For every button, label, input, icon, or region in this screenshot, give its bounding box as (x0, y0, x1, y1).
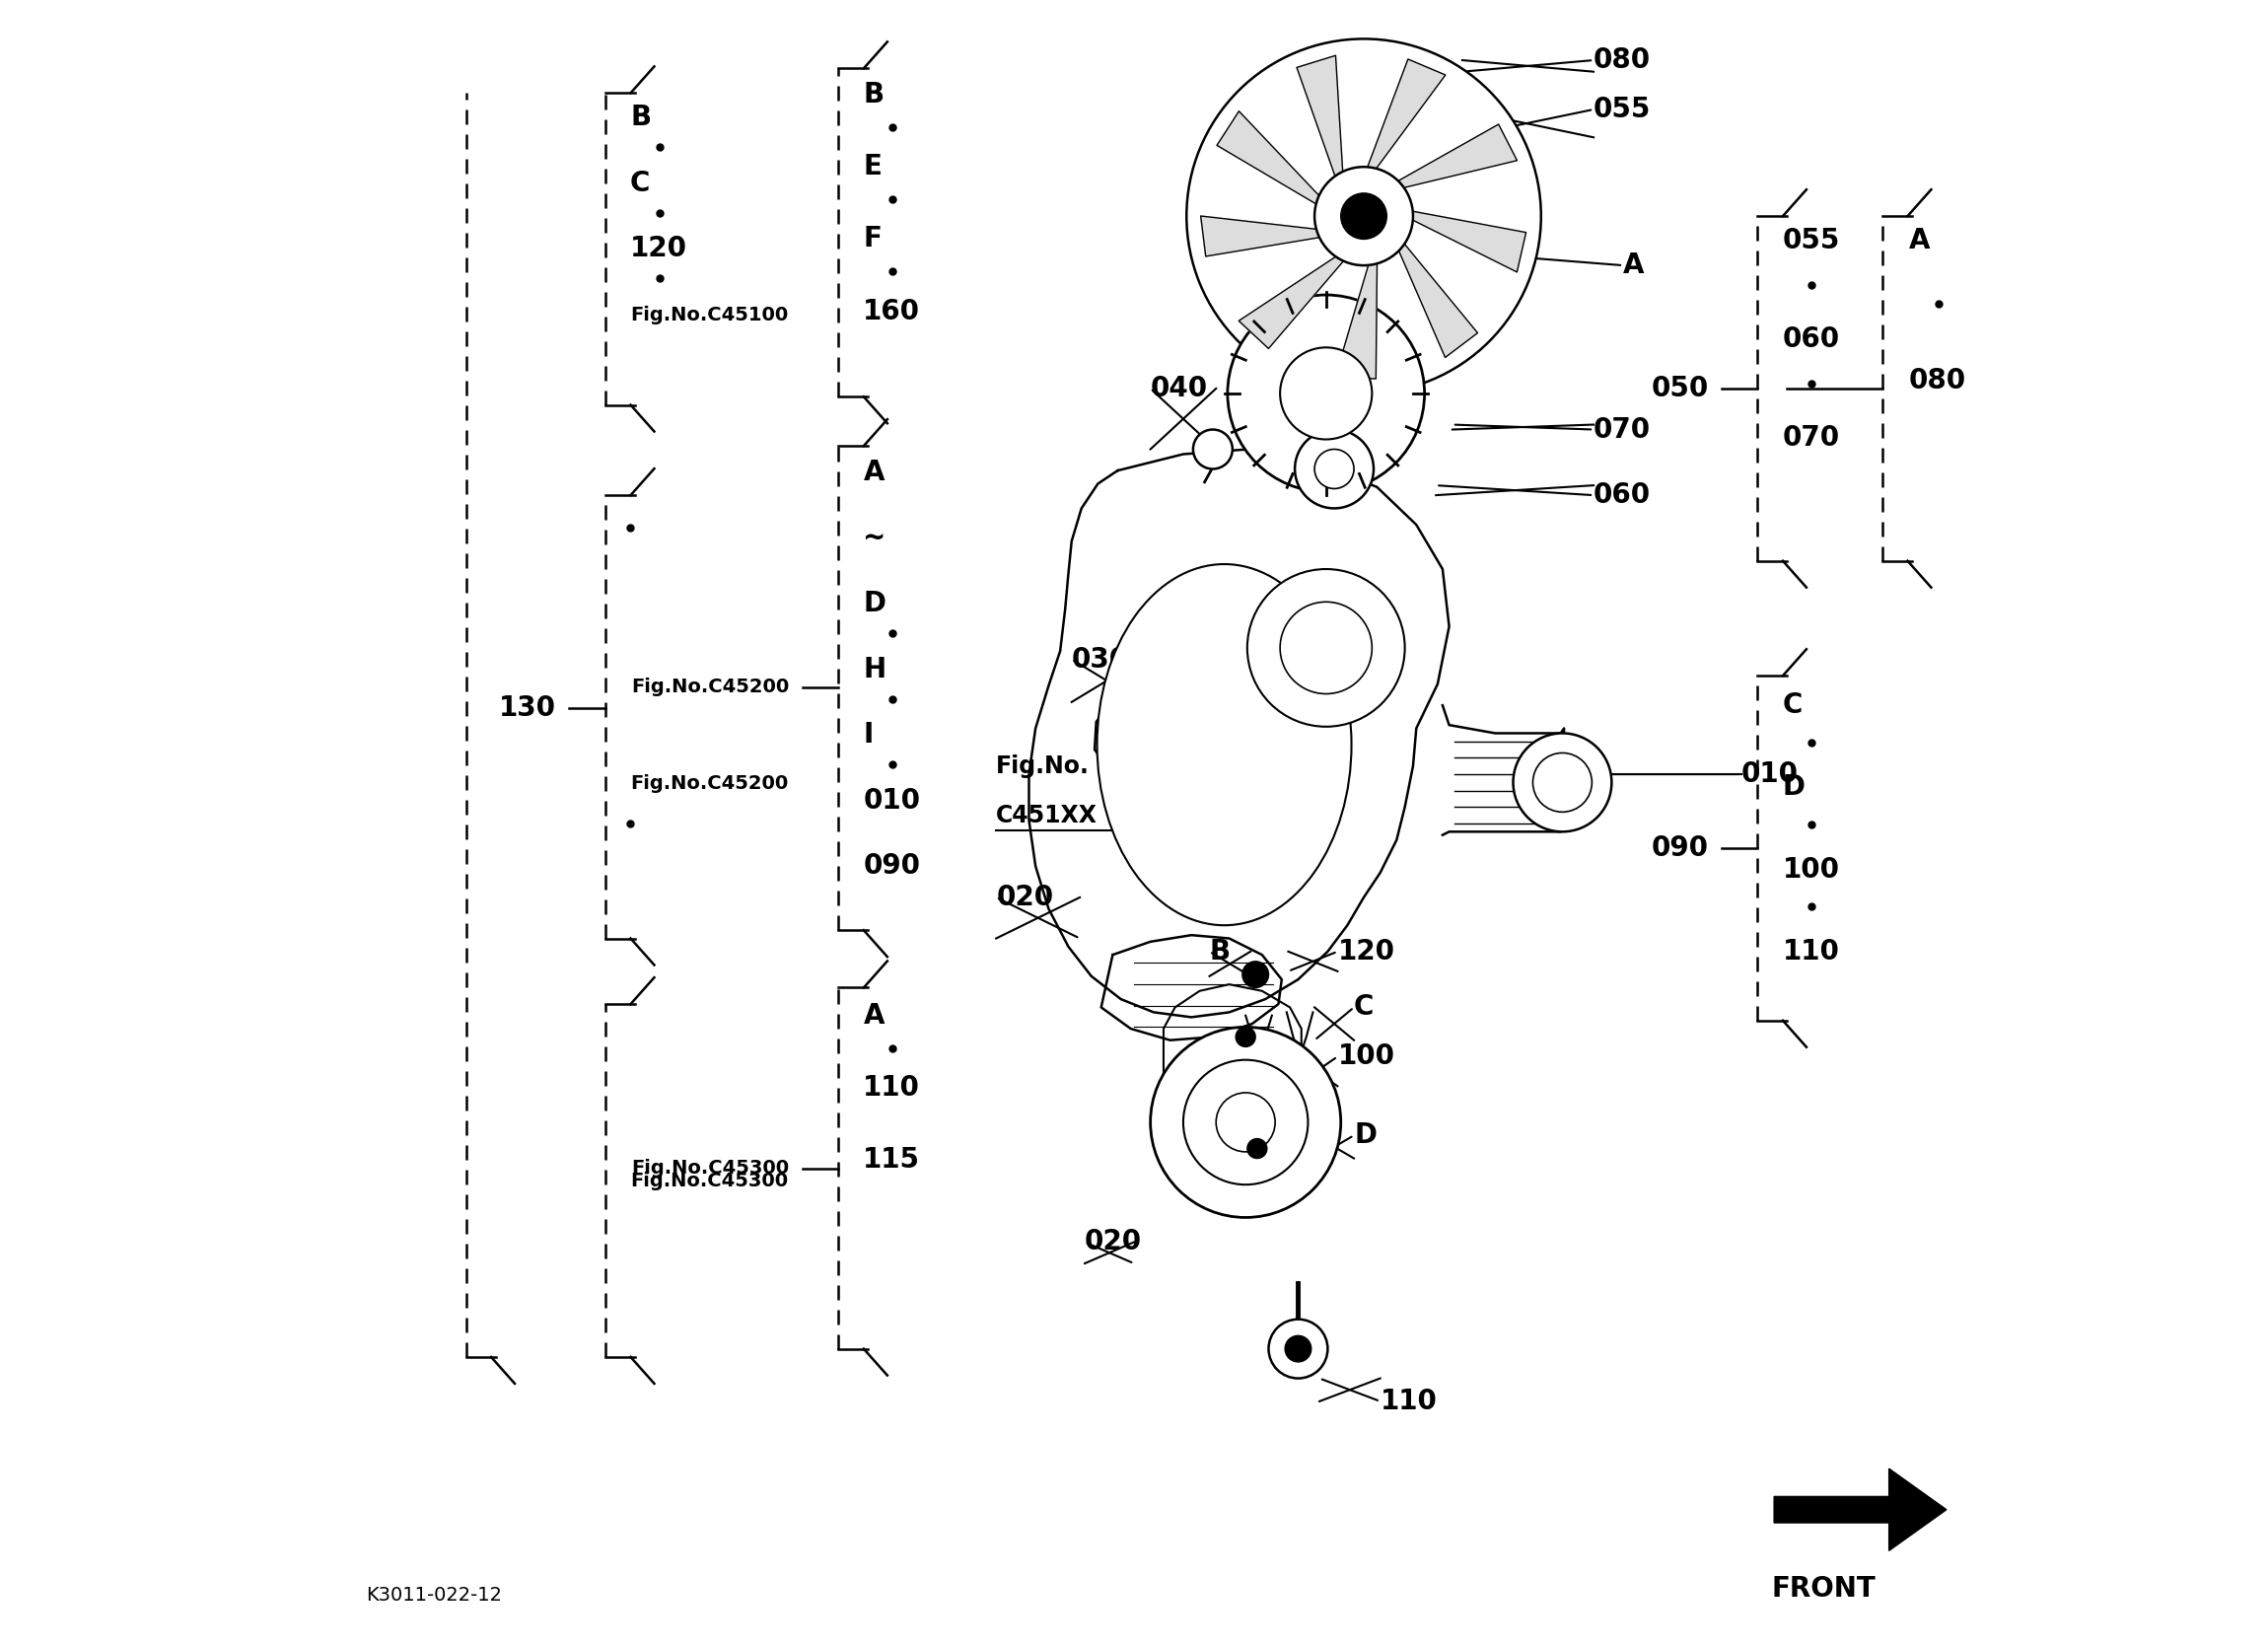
Polygon shape (1238, 252, 1345, 349)
Polygon shape (1102, 935, 1281, 1041)
Text: ~: ~ (864, 524, 887, 552)
Polygon shape (1365, 59, 1445, 176)
Polygon shape (1218, 112, 1325, 206)
Text: 090: 090 (864, 853, 921, 879)
Circle shape (1315, 450, 1354, 489)
Circle shape (1150, 1028, 1340, 1217)
Text: F: F (864, 226, 882, 254)
Circle shape (1513, 733, 1613, 832)
Circle shape (1315, 166, 1413, 265)
Circle shape (1268, 1319, 1327, 1379)
Circle shape (1247, 1138, 1268, 1158)
Text: 055: 055 (1594, 96, 1651, 124)
Text: 010: 010 (864, 787, 921, 814)
Text: D: D (1783, 774, 1805, 800)
Text: 090: 090 (1651, 835, 1708, 861)
Circle shape (1279, 348, 1372, 440)
Text: Fig.No.: Fig.No. (996, 754, 1089, 777)
Text: A: A (864, 458, 885, 486)
Text: B: B (864, 81, 885, 109)
Text: 070: 070 (1783, 423, 1839, 451)
Text: FRONT: FRONT (1771, 1575, 1876, 1603)
Polygon shape (1395, 240, 1479, 357)
Text: C451XX: C451XX (996, 804, 1098, 827)
Text: C: C (1354, 993, 1374, 1021)
Text: 060: 060 (1594, 481, 1651, 509)
Text: B: B (631, 104, 651, 132)
Text: E: E (864, 153, 882, 181)
Text: 040: 040 (1150, 374, 1209, 402)
Text: B: B (1209, 937, 1229, 965)
Text: I: I (864, 721, 873, 749)
Text: Fig.No.C45200: Fig.No.C45200 (631, 774, 789, 792)
Circle shape (1236, 1028, 1256, 1047)
Text: 110: 110 (1783, 937, 1839, 965)
Circle shape (1286, 1336, 1311, 1362)
Text: 020: 020 (996, 883, 1052, 911)
Polygon shape (1395, 124, 1517, 189)
Polygon shape (1442, 705, 1565, 835)
Polygon shape (1404, 211, 1526, 272)
Text: 120: 120 (1338, 937, 1395, 965)
Text: 030: 030 (1073, 646, 1129, 674)
Circle shape (1186, 40, 1540, 394)
Text: D: D (864, 590, 887, 618)
Polygon shape (1774, 1469, 1946, 1551)
Text: 010: 010 (1742, 761, 1799, 787)
Text: Fig.No.C45200: Fig.No.C45200 (631, 679, 789, 697)
Text: 020: 020 (1084, 1229, 1143, 1257)
Circle shape (1340, 193, 1386, 239)
Text: 070: 070 (1594, 415, 1651, 443)
Text: 060: 060 (1783, 326, 1839, 352)
Circle shape (1247, 570, 1404, 726)
Text: 080: 080 (1910, 367, 1966, 394)
Text: C: C (1783, 692, 1803, 720)
Text: A: A (1910, 227, 1930, 255)
Text: K3011-022-12: K3011-022-12 (365, 1586, 501, 1604)
Text: Fig.No.C45100: Fig.No.C45100 (631, 305, 789, 324)
Polygon shape (1030, 450, 1449, 1018)
Text: 100: 100 (1338, 1043, 1395, 1071)
Polygon shape (1336, 257, 1377, 379)
Text: 160: 160 (864, 298, 921, 324)
Circle shape (1279, 601, 1372, 693)
Text: 115: 115 (864, 1146, 921, 1174)
Text: Fig.No.C45300: Fig.No.C45300 (631, 1159, 789, 1178)
Circle shape (1243, 962, 1268, 988)
Text: 120: 120 (631, 236, 687, 264)
Text: A: A (864, 1001, 885, 1029)
Circle shape (1193, 430, 1232, 469)
Text: Fig.No.C45300: Fig.No.C45300 (631, 1171, 787, 1189)
Text: H: H (864, 656, 887, 684)
Text: 110: 110 (1381, 1387, 1438, 1415)
Text: A: A (1624, 252, 1644, 280)
Text: 050: 050 (1651, 374, 1708, 402)
Polygon shape (1163, 985, 1302, 1077)
Text: 110: 110 (864, 1074, 921, 1102)
Circle shape (1533, 753, 1592, 812)
Text: D: D (1354, 1122, 1377, 1150)
Polygon shape (1095, 684, 1184, 777)
Text: 080: 080 (1594, 46, 1651, 74)
Text: 100: 100 (1783, 856, 1839, 883)
Circle shape (1227, 295, 1424, 492)
Ellipse shape (1098, 565, 1352, 926)
Circle shape (1295, 430, 1374, 509)
Polygon shape (1200, 216, 1325, 257)
Text: 055: 055 (1783, 227, 1839, 255)
Circle shape (1184, 1061, 1309, 1184)
Text: C: C (631, 170, 651, 198)
Circle shape (1216, 1092, 1275, 1151)
Text: 130: 130 (499, 695, 556, 723)
Polygon shape (1297, 56, 1343, 181)
